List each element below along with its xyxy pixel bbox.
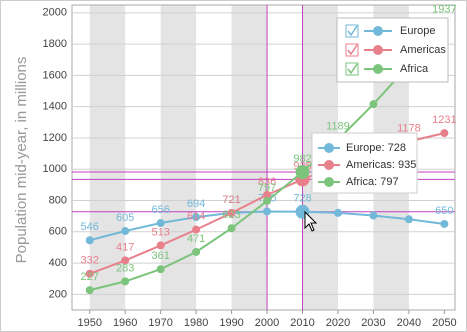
legend-label: Americas	[400, 44, 446, 56]
data-label: 283	[116, 262, 134, 274]
legend-marker	[373, 26, 383, 36]
legend-check	[347, 63, 358, 75]
data-label: 650	[435, 205, 453, 217]
data-point	[404, 215, 413, 224]
data-point	[192, 247, 201, 256]
data-point	[121, 227, 130, 236]
data-label: 1189	[326, 121, 350, 133]
data-point	[369, 100, 378, 109]
legend-marker	[373, 45, 383, 55]
data-label: 656	[151, 204, 169, 216]
mouse-cursor	[304, 210, 318, 232]
tooltip-text: Europe: 728	[346, 142, 406, 154]
x-tick-label: 2000	[255, 317, 279, 329]
legend-item[interactable]: Europe	[345, 24, 435, 38]
data-point	[263, 196, 272, 205]
x-tick-label: 1950	[77, 317, 101, 329]
data-point	[440, 219, 449, 228]
data-label: 605	[116, 212, 134, 224]
data-label: 797	[258, 182, 276, 194]
data-point	[369, 211, 378, 220]
data-point	[192, 213, 201, 222]
y-tick-label: 1600	[43, 69, 67, 81]
data-label: 728	[293, 193, 311, 205]
y-tick-label: 1200	[43, 132, 67, 144]
y-axis-title: Population mid-year, in millions	[13, 57, 30, 264]
legend-item[interactable]: Africa	[345, 62, 429, 76]
data-label: 836	[258, 176, 276, 188]
data-label: 332	[81, 255, 99, 267]
x-tick-label: 2010	[290, 317, 314, 329]
y-tick-label: 1800	[43, 38, 67, 50]
y-tick-label: 800	[49, 194, 67, 206]
tooltip-marker	[324, 177, 334, 187]
data-point	[227, 208, 236, 217]
data-label: 227	[81, 271, 99, 283]
tooltip-text: Americas: 935	[346, 159, 416, 171]
legend-check	[347, 25, 358, 37]
y-tick-label: 1400	[43, 101, 67, 113]
x-tick-label: 1960	[113, 317, 137, 329]
data-point	[440, 129, 449, 138]
x-tick-label: 1980	[184, 317, 208, 329]
data-point	[192, 225, 201, 234]
data-label: 417	[116, 241, 134, 253]
data-point	[227, 224, 236, 233]
data-label: 721	[222, 194, 240, 206]
data-point	[85, 236, 94, 245]
data-label: 361	[151, 250, 169, 262]
data-label: 1178	[397, 122, 421, 134]
tooltip-marker	[324, 160, 334, 170]
x-tick-label: 2040	[397, 317, 421, 329]
y-tick-label: 400	[49, 257, 67, 269]
plot-area	[71, 4, 456, 311]
data-label: 546	[81, 221, 99, 233]
y-tick-label: 200	[49, 288, 67, 300]
data-label: 982	[293, 153, 311, 165]
data-point	[85, 286, 94, 295]
data-label: 694	[187, 198, 205, 210]
legend-label: Europe	[400, 25, 435, 37]
data-label: 623	[222, 209, 240, 221]
legend-check	[347, 44, 358, 56]
data-point	[85, 269, 94, 278]
data-point	[295, 165, 310, 180]
data-point	[156, 265, 165, 274]
data-point	[156, 241, 165, 250]
data-label: 1937	[432, 4, 456, 16]
tooltip: Europe: 728 Americas: 935 Africa: 797	[311, 132, 418, 194]
data-point	[333, 208, 342, 217]
data-point	[263, 207, 272, 216]
data-label: 614	[187, 211, 205, 223]
y-tick-label: 2000	[43, 7, 67, 19]
tooltip-marker	[324, 143, 334, 153]
data-label: 1231	[432, 114, 456, 126]
x-tick-label: 2050	[432, 317, 456, 329]
grid-band	[160, 5, 197, 310]
data-point	[121, 277, 130, 286]
grid-band	[231, 5, 268, 310]
grid-band	[89, 5, 126, 310]
data-point	[121, 256, 130, 265]
data-label: 721	[222, 194, 240, 206]
legend: Europe Americas Africa	[336, 17, 449, 83]
data-label: 471	[187, 233, 205, 245]
x-tick-label: 1970	[148, 317, 172, 329]
data-point	[263, 190, 272, 199]
tooltip-text: Africa: 797	[346, 176, 399, 188]
y-tick-label: 1000	[43, 163, 67, 175]
x-tick-label: 2030	[361, 317, 385, 329]
legend-label: Africa	[400, 63, 429, 75]
y-tick-label: 600	[49, 226, 67, 238]
data-point	[156, 219, 165, 228]
legend-item[interactable]: Americas	[345, 43, 446, 57]
x-tick-label: 2020	[326, 317, 350, 329]
x-tick-label: 1990	[219, 317, 243, 329]
data-label: 513	[151, 226, 169, 238]
legend-marker	[373, 64, 383, 74]
